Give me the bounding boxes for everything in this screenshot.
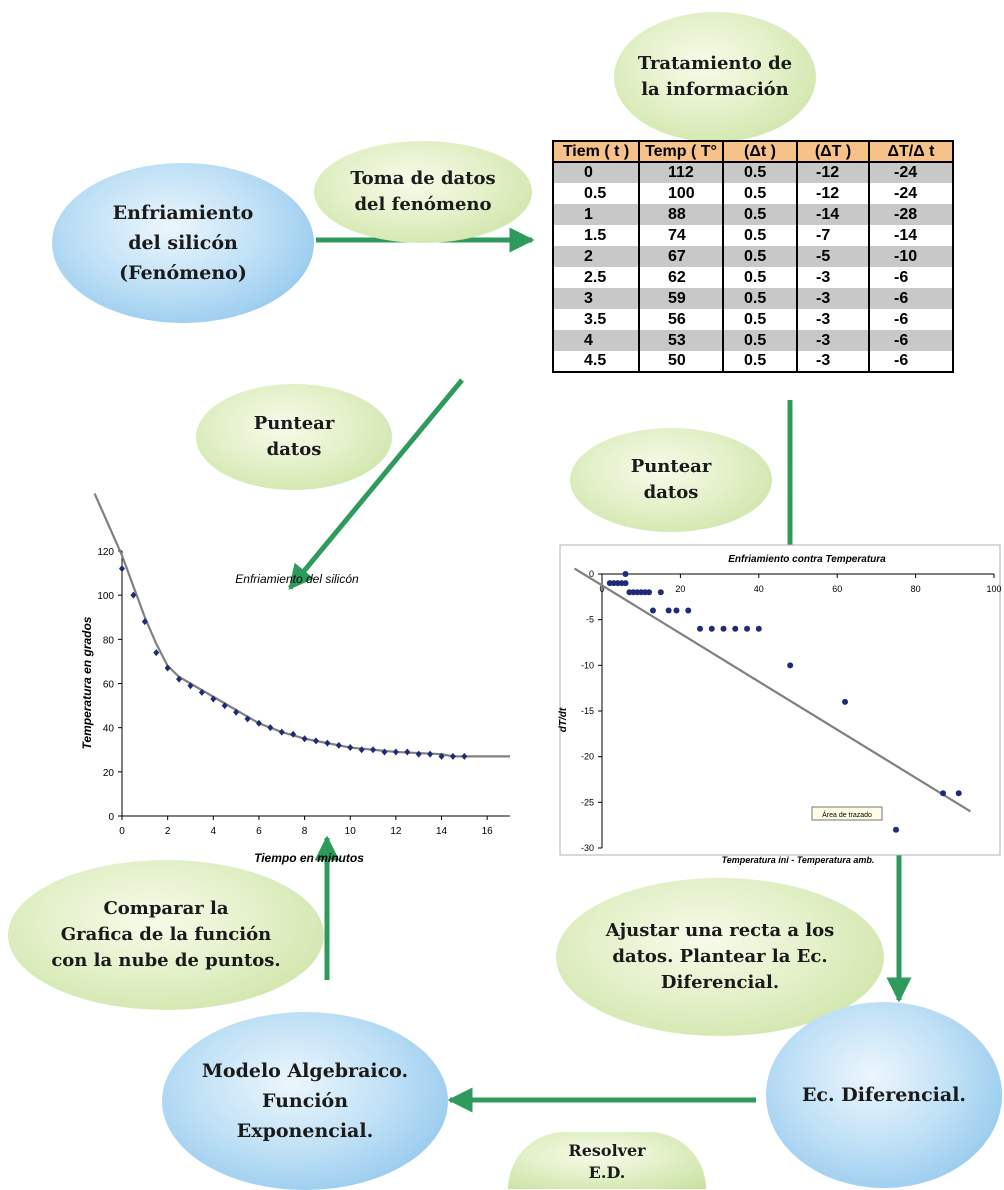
table-cell: 1.5 [552,225,640,246]
table-row: 0 112 0.5 -12 -24 [552,162,954,183]
table-cell: -12 [796,183,870,204]
table-cell: 56 [638,309,724,330]
table-cell: -3 [796,309,870,330]
table-cell: -6 [868,288,954,309]
table-cell: 2.5 [552,267,640,288]
table-cell: 0.5 [722,351,798,373]
table-cell: 0.5 [722,204,798,225]
table-cell: 0.5 [552,183,640,204]
table-cell: 100 [638,183,724,204]
node-ajustar-recta: Ajustar una recta a los datos. Plantear … [556,878,884,1036]
table-cell: 0.5 [722,288,798,309]
table-cell: -6 [868,267,954,288]
node-puntear-datos-right: Puntear datos [570,428,772,532]
table-cell: 74 [638,225,724,246]
table-cell: 53 [638,330,724,351]
column-header: (ΔT ) [796,140,870,163]
table-cell: 62 [638,267,724,288]
table-cell: -10 [868,246,954,267]
table-cell: 112 [638,162,724,183]
column-header: Tiem ( t ) [552,140,640,163]
table-row: 1.5 74 0.5 -7 -14 [552,225,954,246]
table-row: 3 59 0.5 -3 -6 [552,288,954,309]
table-cell: -6 [868,351,954,373]
table-cell: -14 [796,204,870,225]
table-cell: 4.5 [552,351,640,373]
table-cell: 3 [552,288,640,309]
table-cell: 0.5 [722,225,798,246]
table-cell: 1 [552,204,640,225]
node-resolver-ed: Resolver E.D. [508,1132,706,1189]
table-cell: -3 [796,330,870,351]
table-cell: -28 [868,204,954,225]
table-cell: -6 [868,309,954,330]
table-row: 1 88 0.5 -14 -28 [552,204,954,225]
node-puntear-datos-left: Puntear datos [196,384,392,490]
table-cell: -5 [796,246,870,267]
table-row: 0.5 100 0.5 -12 -24 [552,183,954,204]
node-enfriamiento-fenomeno: Enfriamiento del silicón (Fenómeno) [52,163,314,323]
table-cell: 88 [638,204,724,225]
column-header: ΔT/Δ t [868,140,954,163]
table-cell: 50 [638,351,724,373]
table-cell: -12 [796,162,870,183]
table-cell: -3 [796,351,870,373]
table-cell: -14 [868,225,954,246]
table-row: 3.5 56 0.5 -3 -6 [552,309,954,330]
table-row: 4.5 50 0.5 -3 -6 [552,351,954,373]
table-cell: 0.5 [722,162,798,183]
table-cell: 59 [638,288,724,309]
table-cell: -7 [796,225,870,246]
table-cell: -24 [868,162,954,183]
table-row: 4 53 0.5 -3 -6 [552,330,954,351]
table-cell: 67 [638,246,724,267]
table-cell: 0 [552,162,640,183]
table-cell: -3 [796,288,870,309]
table-header-row: Tiem ( t ) Temp ( T° (Δt ) (ΔT ) ΔT/Δ t [552,140,954,163]
table-cell: 0.5 [722,267,798,288]
table-cell: 0.5 [722,246,798,267]
table-cell: 0.5 [722,309,798,330]
table-cell: 0.5 [722,330,798,351]
node-modelo-algebraico: Modelo Algebraico. Función Exponencial. [162,1012,448,1190]
table-cell: 0.5 [722,183,798,204]
node-tratamiento: Tratamiento de la información [614,12,816,142]
node-toma-datos: Toma de datos del fenómeno [314,141,532,243]
node-ec-diferencial: Ec. Diferencial. [766,1002,1002,1188]
table-cell: 2 [552,246,640,267]
table-cell: -3 [796,267,870,288]
table-cell: 3.5 [552,309,640,330]
column-header: Temp ( T° [638,140,724,163]
table-cell: -24 [868,183,954,204]
table-row: 2.5 62 0.5 -3 -6 [552,267,954,288]
data-table: Tiem ( t ) Temp ( T° (Δt ) (ΔT ) ΔT/Δ t … [552,140,954,373]
node-comparar: Comparar la Grafica de la función con la… [8,860,324,1010]
table-cell: 4 [552,330,640,351]
table-cell: -6 [868,330,954,351]
table-row: 2 67 0.5 -5 -10 [552,246,954,267]
column-header: (Δt ) [722,140,798,163]
